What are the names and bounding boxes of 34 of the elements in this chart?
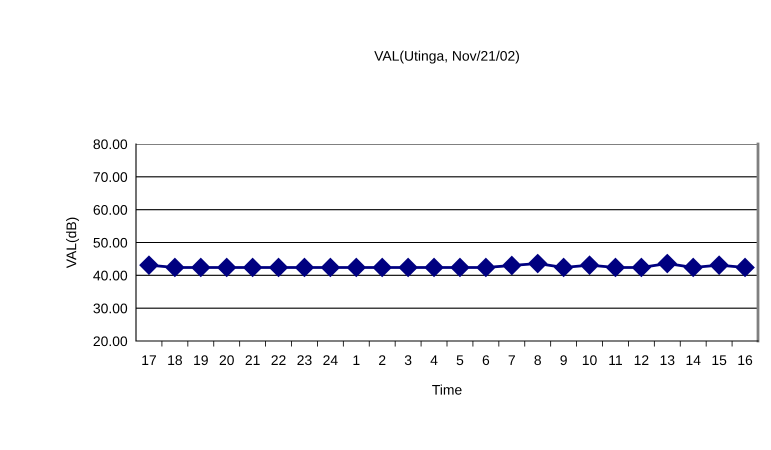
y-axis-title: VAL(dB) (66, 218, 80, 268)
x-tick-label: 9 (560, 355, 567, 366)
x-tick-label: 19 (194, 355, 208, 366)
y-tick-label: 80.00 (94, 139, 128, 150)
x-tick-label: 15 (712, 355, 726, 366)
x-tick-label: 2 (379, 355, 386, 365)
x-tick-label: 11 (609, 355, 622, 365)
x-tick-label: 16 (738, 355, 752, 366)
x-tick-label: 8 (534, 355, 541, 366)
x-tick-label: 12 (634, 355, 648, 365)
x-tick-label: 3 (404, 355, 412, 366)
x-tick-label: 23 (297, 355, 312, 366)
x-tick-label: 24 (323, 355, 338, 365)
x-tick-label: 4 (430, 355, 438, 365)
x-tick-label: 10 (582, 355, 597, 366)
x-tick-label: 5 (456, 355, 464, 366)
x-tick-label: 13 (660, 355, 674, 366)
x-axis-title: Time (432, 384, 462, 395)
x-tick-label: 18 (168, 355, 182, 366)
y-tick-label: 50.00 (93, 238, 128, 248)
y-tick-label: 60.00 (94, 205, 128, 215)
y-tick-label: 20.00 (94, 336, 128, 346)
x-tick-label: 22 (272, 355, 286, 365)
x-tick-label: 1 (353, 355, 360, 365)
x-tick-label: 6 (482, 355, 490, 366)
y-tick-label: 40.00 (93, 270, 128, 281)
x-tick-label: 17 (142, 355, 156, 365)
x-tick-label: 20 (220, 355, 234, 366)
chart-title: VAL(Utinga, Nov/21/02) (374, 50, 519, 64)
y-tick-label: 30.00 (93, 304, 128, 314)
x-tick-label: 14 (686, 355, 701, 365)
x-tick-label: 21 (246, 355, 260, 365)
y-tick-label: 70.00 (94, 172, 128, 182)
x-tick-label: 7 (508, 355, 515, 365)
